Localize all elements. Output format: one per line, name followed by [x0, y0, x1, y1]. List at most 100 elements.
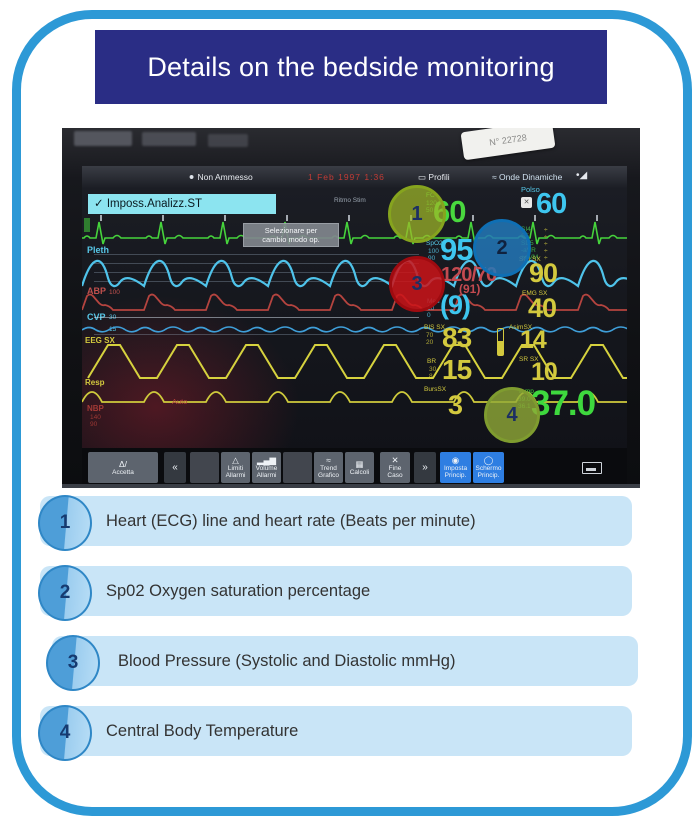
gridline	[94, 263, 419, 264]
legend-number-2: 2	[38, 565, 92, 621]
legend-row-1: 1 Heart (ECG) line and heart rate (Beats…	[38, 495, 632, 551]
monitor-button-prev[interactable]: «	[164, 452, 186, 483]
serial-sticker: N° 22728	[460, 128, 556, 161]
bis-value: 83	[442, 322, 472, 353]
monitor-button-limiti-allarmi[interactable]: △ Limiti Allarmi	[221, 452, 250, 483]
legend-text-4: Central Body Temperature	[106, 721, 299, 740]
nbp-limits: 140 90	[90, 414, 101, 428]
nbp-label: NBP	[87, 404, 104, 413]
gridline	[94, 317, 419, 318]
ecg-note: Ritmo Stim	[334, 197, 366, 204]
monitor-button-accetta[interactable]: Δ/ Accetta	[88, 452, 158, 483]
sr-value: 10	[531, 358, 558, 386]
main-screen-icon: ◯	[483, 455, 494, 465]
st-analysis-banner: ✓ Imposs.Analizz.ST	[88, 194, 276, 214]
asymmetry-bar-icon	[497, 328, 504, 356]
page-title: Details on the bedside monitoring	[147, 51, 555, 82]
alarm-volume-icon: ▂▄▆	[256, 455, 277, 465]
asim-value: 14	[520, 326, 547, 354]
legend-row-3: 3 Blood Pressure (Systolic and Diastolic…	[46, 635, 638, 691]
legend-row-4: 4 Central Body Temperature	[38, 705, 632, 761]
mic-icon: ⚫︎	[188, 172, 196, 182]
legend-number-4: 4	[38, 705, 92, 761]
cvp-scale-lo: 15	[109, 326, 117, 333]
spo2-limits: 100 90	[428, 248, 439, 262]
background-blur-block	[142, 132, 196, 146]
background-blur-block	[74, 131, 132, 146]
spo2-label: SpO2	[426, 240, 443, 247]
monitor-photo: N° 22728 ⚫︎ Non Ammesso 1 Feb 1997 1:36 …	[62, 128, 640, 488]
pleth-label: Pleth	[87, 245, 110, 255]
monitor-button-fine-caso[interactable]: ✕ Fine Caso	[380, 452, 410, 483]
gridline	[94, 334, 419, 335]
profili-menu[interactable]: ▭ Profili	[418, 172, 450, 182]
monitor-toolbar: Δ/ Accetta « △ Limiti Allarmi ▂▄▆ Volume	[82, 448, 627, 488]
br-limits: 30 8	[429, 366, 437, 380]
abp-scale: 100	[109, 289, 120, 296]
burst-value: 3	[448, 390, 463, 420]
eeg-waveform	[87, 344, 627, 379]
serial-number: N° 22728	[488, 132, 528, 148]
eeg-label: EEG SX	[85, 336, 115, 345]
outer-frame	[12, 10, 692, 816]
settings-icon: ◉	[451, 455, 460, 465]
polso-label: Polso	[521, 185, 540, 194]
header-banner: Details on the bedside monitoring	[95, 30, 607, 104]
emg-value: 40	[528, 293, 557, 323]
spo2-value: 95	[440, 232, 473, 267]
nbp-mode: Auto	[172, 397, 188, 406]
admit-status: ⚫︎ Non Ammesso	[188, 172, 253, 182]
legend-text-3: Blood Pressure (Systolic and Diastolic m…	[118, 651, 456, 670]
silence-alarm-icon: Δ/	[118, 458, 128, 469]
temp-value: 37.0	[531, 384, 596, 423]
asim-label: AsimSX	[509, 324, 533, 331]
callout-circle-3: 3	[389, 256, 445, 312]
ecg-lead-chip	[84, 218, 90, 232]
lead-marks: ÷ ÷ ÷ ÷ ÷	[544, 227, 548, 262]
monitor-button-imposta-princip[interactable]: ◉ Imposta Princip.	[440, 452, 471, 483]
monitor-button-calcoli[interactable]: ▦ Calcoli	[345, 452, 374, 483]
callout-circle-1: 1	[388, 185, 446, 243]
profili-icon: ▭	[418, 172, 427, 182]
alarm-limits-icon: △	[232, 455, 239, 465]
waves-icon: ≈	[492, 172, 497, 182]
mic-off-icon: ✕	[391, 455, 399, 465]
monitor-button-disabled-2	[283, 452, 312, 483]
legend-text-2: Sp02 Oxygen saturation percentage	[106, 581, 371, 600]
datetime-label: 1 Feb 1997 1:36	[308, 172, 385, 182]
onde-dinamiche-menu[interactable]: ≈ Onde Dinamiche	[492, 172, 563, 182]
monitor-button-next[interactable]: »	[414, 452, 436, 483]
cvp-waveform	[82, 326, 627, 333]
legend-row-2: 2 Sp02 Oxygen saturation percentage	[38, 565, 632, 621]
pulse-alarm-icon: ✕	[521, 197, 532, 208]
br-label: BR	[427, 358, 437, 365]
display-icon	[582, 462, 602, 474]
abp-mean: (91)	[459, 282, 481, 296]
monitor-button-volume-allarmi[interactable]: ▂▄▆ Volume Allarmi	[252, 452, 281, 483]
emg-label: EMG SX	[522, 290, 548, 297]
bis-label: BIS SX	[424, 324, 445, 331]
legend-number-1: 1	[38, 495, 92, 551]
abp-label: ABP	[87, 286, 107, 296]
sqi-value: 90	[529, 258, 558, 288]
callout-circle-4: 4	[484, 387, 540, 443]
callout-circle-2: 2	[473, 219, 531, 277]
background-blur-block	[208, 134, 248, 147]
calculator-icon: ▦	[355, 458, 364, 469]
bis-limits: 70 20	[426, 332, 434, 346]
monitor-chassis-strip	[62, 484, 640, 488]
sr-label: SR SX	[519, 356, 539, 363]
polso-value: 60	[536, 188, 567, 220]
monitor-button-schermo-princip[interactable]: ◯ Schermo Princip.	[473, 452, 504, 483]
monitor-button-disabled-1	[190, 452, 219, 483]
cvp-value: (9)	[440, 290, 471, 320]
legend-text-1: Heart (ECG) line and heart rate (Beats p…	[106, 511, 476, 530]
gridline	[94, 254, 419, 255]
br-value: 15	[442, 354, 472, 385]
pleth-waveform	[82, 259, 627, 288]
abp-waveform	[82, 293, 627, 311]
monitor-button-trend-grafico[interactable]: ≈ Trend Grafico	[314, 452, 343, 483]
speaker-angle-icon: •◢	[576, 170, 588, 181]
legend-number-3: 3	[46, 635, 100, 691]
